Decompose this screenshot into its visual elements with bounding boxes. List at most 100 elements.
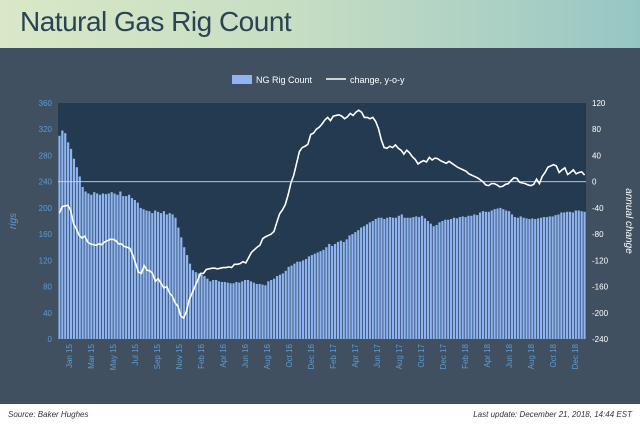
x-tick-label: Jan 15 xyxy=(65,343,74,368)
bar-ng-rig-count xyxy=(72,158,76,339)
bar-ng-rig-count xyxy=(246,280,250,339)
bar-ng-rig-count xyxy=(383,219,386,339)
bar-ng-rig-count xyxy=(223,281,226,339)
bar-ng-rig-count xyxy=(101,193,105,339)
bar-ng-rig-count xyxy=(470,215,473,339)
bar-ng-rig-count xyxy=(304,259,308,339)
bar-ng-rig-count xyxy=(75,167,78,339)
y2-tick-label: 80 xyxy=(592,125,601,134)
x-tick-label: Nov 15 xyxy=(175,343,184,369)
bar-ng-rig-count xyxy=(551,216,554,339)
legend-label-line: change, y-o-y xyxy=(350,75,405,85)
y-tick-label: 280 xyxy=(39,151,53,160)
bar-ng-rig-count xyxy=(96,193,99,339)
bar-ng-rig-count xyxy=(238,282,241,339)
bar-ng-rig-count xyxy=(429,223,432,339)
bar-ng-rig-count xyxy=(397,215,400,339)
bar-ng-rig-count xyxy=(542,217,546,339)
bar-ng-rig-count xyxy=(345,239,348,339)
x-tick-label: Apr 17 xyxy=(351,343,360,367)
y-axis-label: rigs xyxy=(8,213,19,229)
bar-ng-rig-count xyxy=(508,211,511,339)
bar-ng-rig-count xyxy=(467,215,470,339)
bar-ng-rig-count xyxy=(69,148,73,339)
bar-ng-rig-count xyxy=(374,219,377,339)
bar-ng-rig-count xyxy=(252,282,255,339)
bar-ng-rig-count xyxy=(226,282,229,339)
bar-ng-rig-count xyxy=(325,247,328,339)
bar-ng-rig-count xyxy=(127,194,131,339)
x-tick-label: Jun 17 xyxy=(373,343,382,368)
bar-ng-rig-count xyxy=(490,210,493,339)
bar-ng-rig-count xyxy=(188,263,192,339)
bar-ng-rig-count xyxy=(574,210,577,339)
legend: NG Rig Count change, y-o-y xyxy=(232,75,405,85)
bar-ng-rig-count xyxy=(148,211,151,339)
bar-ng-rig-count xyxy=(209,281,212,339)
bar-ng-rig-count xyxy=(125,196,128,339)
bar-ng-rig-count xyxy=(435,224,438,339)
bar-ng-rig-count xyxy=(293,263,296,339)
bar-ng-rig-count xyxy=(78,176,81,339)
bar-ng-rig-count xyxy=(365,224,369,339)
bar-ng-rig-count xyxy=(447,219,450,339)
bar-ng-rig-count xyxy=(67,142,70,339)
y-tick-label: 200 xyxy=(39,204,53,213)
x-tick-label: Aug 16 xyxy=(263,343,272,369)
x-tick-label: Oct 16 xyxy=(285,343,294,367)
bar-ng-rig-count xyxy=(545,217,548,339)
y2-tick-label: 0 xyxy=(592,178,597,187)
bar-ng-rig-count xyxy=(194,272,197,339)
bar-ng-rig-count xyxy=(273,278,276,339)
bar-ng-rig-count xyxy=(487,211,490,339)
bar-ng-rig-count xyxy=(87,193,90,339)
bar-ng-rig-count xyxy=(583,211,586,339)
bar-ng-rig-count xyxy=(331,245,334,339)
x-tick-label: Apr 18 xyxy=(483,343,492,367)
bar-ng-rig-count xyxy=(522,217,525,339)
bar-ng-rig-count xyxy=(455,218,458,339)
x-tick-label: May 15 xyxy=(109,343,118,370)
bar-ng-rig-count xyxy=(531,218,534,339)
bar-ng-rig-count xyxy=(336,241,340,339)
bar-ng-rig-count xyxy=(534,219,537,339)
y2-tick-label: 40 xyxy=(592,151,601,160)
bar-ng-rig-count xyxy=(354,232,357,339)
bar-ng-rig-count xyxy=(441,221,444,339)
bar-ng-rig-count xyxy=(438,222,441,339)
bar-ng-rig-count xyxy=(130,198,134,339)
series-line-change-yoy xyxy=(58,109,586,320)
y-tick-label: 360 xyxy=(39,99,53,108)
bar-ng-rig-count xyxy=(368,222,371,339)
bar-ng-rig-count xyxy=(313,253,316,339)
bar-ng-rig-count xyxy=(418,217,421,339)
y2-axis-label: annual change xyxy=(623,188,634,254)
bar-ng-rig-count xyxy=(191,270,194,339)
bar-ng-rig-count xyxy=(389,217,392,339)
bar-ng-rig-count xyxy=(203,276,206,339)
bar-ng-rig-count xyxy=(513,217,517,339)
bar-ng-rig-count xyxy=(510,214,514,339)
bar-ng-rig-count xyxy=(180,237,183,339)
bar-ng-rig-count xyxy=(391,217,395,339)
bar-ng-rig-count xyxy=(206,278,209,339)
bar-ng-rig-count xyxy=(371,221,374,339)
bar-ng-rig-count xyxy=(116,194,119,339)
bar-ng-rig-count xyxy=(406,217,409,339)
y2-tick-label: -80 xyxy=(592,230,604,239)
bar-ng-rig-count xyxy=(98,194,102,339)
y-tick-label: 0 xyxy=(48,335,53,344)
bar-ng-rig-count xyxy=(171,214,174,339)
bar-ng-rig-count xyxy=(244,280,247,339)
bar-ng-rig-count xyxy=(241,281,244,339)
bar-ng-rig-count xyxy=(64,133,67,339)
last-update-note: Last update: December 21, 2018, 14:44 ES… xyxy=(473,410,632,419)
bar-ng-rig-count xyxy=(415,216,418,339)
bar-ng-rig-count xyxy=(339,240,342,339)
bar-ng-rig-count xyxy=(394,217,398,339)
bar-ng-rig-count xyxy=(151,213,154,339)
x-tick-label: Dec 16 xyxy=(307,343,316,369)
bar-ng-rig-count xyxy=(58,135,61,339)
bar-ng-rig-count xyxy=(107,193,110,339)
bar-ng-rig-count xyxy=(444,219,447,339)
